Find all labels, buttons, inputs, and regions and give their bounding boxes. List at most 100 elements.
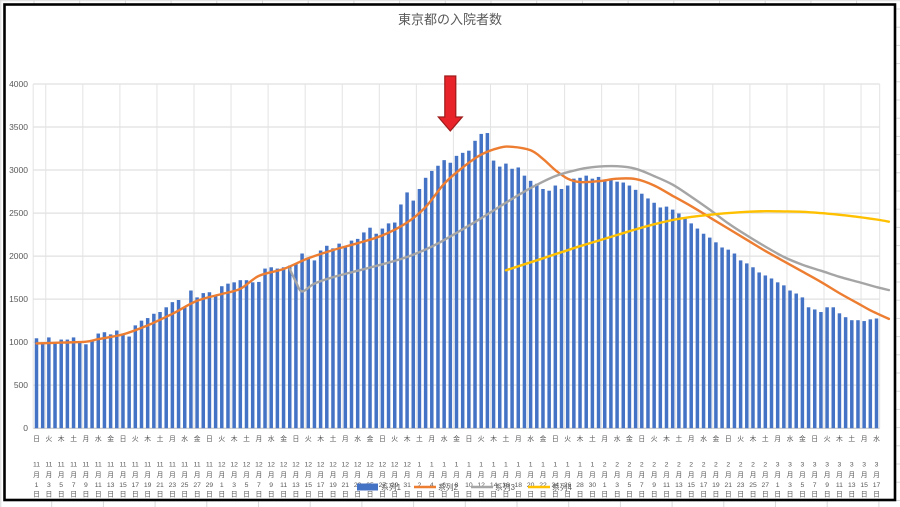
hospitalized-bar[interactable] [732, 253, 737, 429]
hospitalized-bar[interactable] [868, 319, 873, 429]
hospitalized-bar[interactable] [127, 336, 131, 429]
hospitalized-bar[interactable] [53, 342, 57, 429]
hospitalized-bar[interactable] [652, 202, 656, 429]
hospitalized-bar[interactable] [325, 245, 329, 429]
hospitalized-bar[interactable] [831, 307, 836, 429]
hospitalized-bar[interactable] [189, 290, 193, 429]
hospitalized-bar[interactable] [207, 292, 212, 429]
hospitalized-bar[interactable] [874, 318, 879, 429]
hospitalized-bar[interactable] [349, 240, 354, 429]
hospitalized-bar[interactable] [522, 175, 527, 429]
hospitalized-bar[interactable] [609, 178, 613, 429]
hospitalized-bar[interactable] [59, 339, 63, 429]
hospitalized-bar[interactable] [343, 247, 348, 429]
legend-item-系列1[interactable]: 系列1 [357, 482, 401, 492]
hospitalized-bar[interactable] [658, 207, 663, 429]
legend-item-系列3[interactable]: 系列3 [471, 482, 515, 492]
hospitalized-bar[interactable] [646, 198, 650, 429]
hospitalized-bar[interactable] [133, 325, 138, 429]
hospitalized-bar[interactable] [71, 337, 76, 429]
series-line-系列3[interactable] [288, 164, 891, 293]
hospitalized-bar[interactable] [535, 183, 539, 429]
hospitalized-bar[interactable] [170, 302, 175, 429]
hospitalized-bar[interactable] [806, 307, 811, 429]
hospitalized-bar[interactable] [510, 168, 514, 429]
hospitalized-bar[interactable] [84, 344, 88, 429]
hospitalized-bar[interactable] [331, 248, 335, 429]
hospitalized-bar[interactable] [677, 213, 681, 429]
hospitalized-bar[interactable] [621, 182, 626, 429]
hospitalized-bar[interactable] [590, 178, 595, 429]
hospitalized-bar[interactable] [442, 160, 446, 429]
hospitalized-bar[interactable] [782, 285, 786, 429]
hospitalized-bar[interactable] [812, 309, 817, 429]
hospitalized-bar[interactable] [399, 204, 403, 429]
hospitalized-bar[interactable] [430, 170, 434, 429]
hospitalized-bar[interactable] [485, 133, 490, 429]
hospitalized-bar[interactable] [553, 185, 558, 429]
hospitalized-bar[interactable] [139, 320, 144, 429]
hospitalized-bar[interactable] [640, 193, 644, 429]
hospitalized-bar[interactable] [368, 227, 372, 429]
hospitalized-bar[interactable] [312, 260, 317, 429]
hospitalized-bar[interactable] [34, 338, 39, 429]
hospitalized-bar[interactable] [670, 209, 675, 429]
hospitalized-bar[interactable] [90, 340, 94, 429]
hospitalized-bar[interactable] [300, 253, 304, 429]
chart-legend[interactable]: 系列1 系列2 系列3 系列4 [357, 482, 573, 492]
hospitalized-bar[interactable] [850, 320, 854, 429]
hospitalized-bar[interactable] [294, 263, 298, 429]
hospitalized-bar[interactable] [720, 247, 724, 429]
hospitalized-bar[interactable] [565, 185, 570, 429]
hospitalized-bar[interactable] [559, 188, 564, 429]
hospitalized-bar[interactable] [862, 321, 866, 429]
hospitalized-bar[interactable] [707, 237, 712, 429]
hospitalized-bar[interactable] [757, 272, 761, 429]
hospitalized-bar[interactable] [541, 188, 545, 429]
hospitalized-bar[interactable] [448, 162, 453, 429]
hospitalized-bar[interactable] [164, 307, 168, 429]
hospitalized-bar[interactable] [683, 218, 687, 429]
hospitalized-bar[interactable] [615, 181, 619, 429]
hospitalized-bar[interactable] [337, 243, 341, 429]
hospitalized-bar[interactable] [794, 293, 798, 429]
hospitalized-bar[interactable] [800, 297, 805, 429]
hospitalized-bar[interactable] [751, 267, 755, 429]
hospitalized-bar[interactable] [479, 133, 483, 429]
hospitalized-bar[interactable] [263, 268, 267, 429]
hospitalized-bar[interactable] [195, 297, 199, 429]
hospitalized-bar[interactable] [121, 333, 125, 429]
hospitalized-bar[interactable] [182, 307, 187, 429]
hospitalized-bar[interactable] [769, 278, 774, 429]
hospitalized-bar[interactable] [572, 178, 576, 429]
y-axis-labels[interactable]: 0 500 1000 1500 2000 2500 3000 3500 4000 [9, 79, 28, 433]
hospitalized-bar[interactable] [460, 152, 465, 429]
hospitalized-bar[interactable] [436, 165, 440, 429]
hospitalized-bar[interactable] [738, 260, 743, 429]
hospitalized-bar[interactable] [226, 283, 230, 429]
hospitalized-bar[interactable] [856, 320, 860, 429]
hospitalized-bar[interactable] [47, 337, 51, 429]
hospitalized-bar[interactable] [269, 267, 273, 429]
hospitalized-bar[interactable] [602, 180, 607, 429]
hospitalized-bar[interactable] [825, 307, 829, 429]
hospitalized-bar[interactable] [714, 242, 718, 429]
hospitalized-bar[interactable] [213, 295, 218, 429]
hospitalized-bar[interactable] [473, 140, 477, 429]
hospitalized-bar[interactable] [374, 233, 378, 429]
hospitalized-bar[interactable] [306, 257, 311, 429]
hospitalized-bar[interactable] [584, 175, 588, 429]
hospitalized-bar[interactable] [386, 223, 391, 429]
hospitalized-bar[interactable] [65, 339, 70, 429]
series-line-系列4[interactable] [504, 209, 891, 272]
hospitalized-bar[interactable] [281, 267, 286, 429]
legend-item-系列4[interactable]: 系列4 [528, 482, 573, 492]
hospitalized-bar[interactable] [287, 265, 292, 429]
hospitalized-bar[interactable] [843, 317, 848, 429]
hospitalized-bar[interactable] [788, 290, 792, 429]
hospitalized-bar[interactable] [726, 249, 731, 429]
hospitalized-bar[interactable] [491, 160, 496, 429]
hospitalized-bar[interactable] [745, 263, 749, 429]
hospitalized-bar[interactable] [516, 167, 521, 429]
hospitalized-bar[interactable] [362, 232, 366, 429]
